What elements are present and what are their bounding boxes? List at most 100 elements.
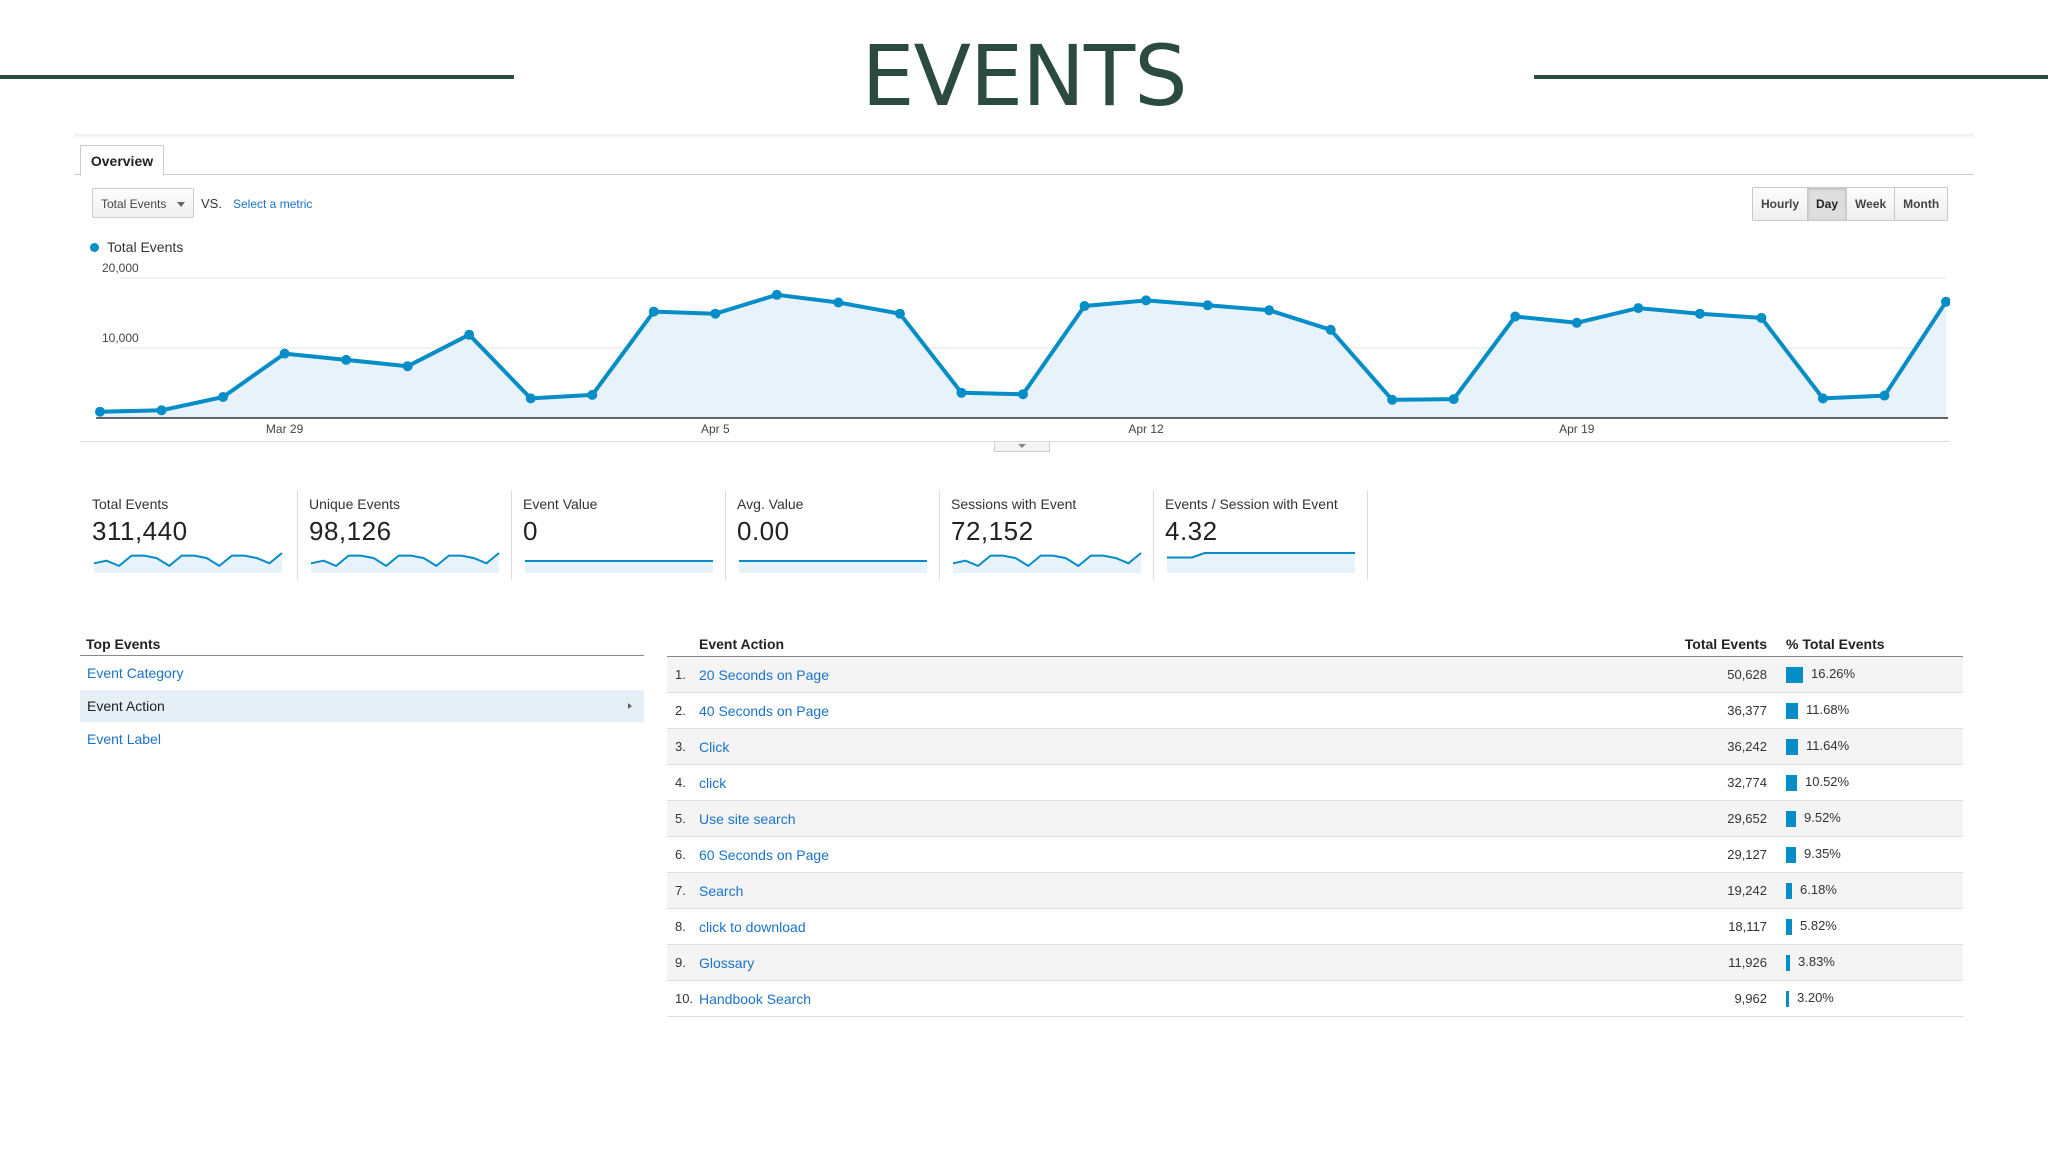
row-pct-total-events: 3.20% — [1797, 990, 1834, 1005]
tab-divider — [74, 174, 1974, 175]
event-action-link[interactable]: Click — [699, 739, 730, 755]
metric-dropdown[interactable]: Total Events — [92, 188, 194, 218]
chevron-down-icon — [177, 202, 185, 207]
data-point — [1387, 394, 1398, 405]
scorecard-label: Total Events — [92, 496, 169, 512]
data-point — [156, 405, 167, 416]
row-rank: 1. — [675, 667, 686, 682]
sparkline — [952, 552, 1142, 573]
row-pct-total-events: 9.35% — [1804, 846, 1841, 861]
col-header-event-action[interactable]: Event Action — [699, 636, 785, 652]
scorecard-value: 0.00 — [737, 516, 790, 546]
sparkline — [525, 560, 713, 573]
vs-label: VS. — [201, 196, 222, 211]
data-point — [218, 392, 229, 402]
y-tick-label: 10,000 — [102, 331, 139, 345]
data-point — [1571, 317, 1582, 328]
top-events-header: Top Events — [80, 636, 644, 656]
row-rank: 7. — [675, 883, 686, 898]
pct-bar — [1786, 955, 1790, 971]
tab-overview[interactable]: Overview — [80, 145, 164, 176]
row-total-events: 9,962 — [1734, 991, 1767, 1006]
row-total-events: 32,774 — [1727, 775, 1767, 790]
data-point — [710, 308, 721, 319]
pct-bar — [1786, 991, 1789, 1007]
scorecard-label: Unique Events — [309, 496, 401, 512]
data-point — [1202, 300, 1213, 311]
event-action-link[interactable]: Glossary — [699, 955, 755, 971]
chart-legend: Total Events — [90, 239, 183, 255]
granularity-hourly-button[interactable]: Hourly — [1753, 188, 1809, 220]
granularity-day-button[interactable]: Day — [1808, 188, 1848, 220]
event-action-link[interactable]: 40 Seconds on Page — [699, 703, 829, 719]
row-pct-total-events: 6.18% — [1800, 882, 1837, 897]
scorecard-value: 311,440 — [92, 516, 188, 546]
granularity-month-button[interactable]: Month — [1895, 188, 1948, 220]
granularity-week-button[interactable]: Week — [1847, 188, 1896, 220]
event-action-link[interactable]: Search — [699, 883, 744, 899]
chart-resize-handle[interactable] — [994, 442, 1050, 452]
row-total-events: 19,242 — [1727, 883, 1767, 898]
data-point — [1941, 296, 1950, 307]
sparkline-line — [1167, 552, 1355, 559]
table-row: 9. Glossary 11,926 3.83% — [667, 945, 1963, 981]
row-total-events: 36,242 — [1727, 739, 1767, 754]
sparkline-area — [739, 561, 927, 573]
data-point — [587, 389, 598, 400]
total-events-line-chart: 20,000 10,000 Mar 29 Apr 5 Apr 12 Apr 19 — [95, 262, 1950, 436]
row-total-events: 36,377 — [1727, 703, 1767, 718]
event-action-link[interactable]: Handbook Search — [699, 991, 812, 1007]
data-point — [1817, 393, 1828, 404]
table-row: 6. 60 Seconds on Page 29,127 9.35% — [667, 837, 1963, 873]
table-row: 7. Search 19,242 6.18% — [667, 873, 1963, 909]
data-point — [833, 297, 844, 308]
col-header-pct-total-events[interactable]: % Total Events — [1786, 636, 1885, 652]
event-action-link[interactable]: Use site search — [699, 811, 796, 827]
top-events-item-event-label[interactable]: Event Label — [80, 723, 644, 755]
sparkline-line — [952, 552, 1142, 568]
event-action-link[interactable]: 60 Seconds on Page — [699, 847, 829, 863]
scorecard-value: 4.32 — [1165, 516, 1218, 546]
scorecard-label: Event Value — [523, 496, 598, 512]
scorecard: Total Events 311,440 — [84, 490, 298, 580]
legend-label: Total Events — [107, 239, 184, 255]
pct-bar — [1786, 667, 1803, 683]
sparkline-area — [311, 553, 499, 573]
granularity-buttons: Hourly Day Week Month — [1752, 187, 1949, 221]
sparkline — [93, 552, 283, 573]
data-point — [648, 306, 659, 317]
row-rank: 9. — [675, 955, 686, 970]
scorecard-value: 98,126 — [309, 516, 392, 546]
row-pct-total-events: 11.68% — [1806, 702, 1850, 717]
col-header-total-events[interactable]: Total Events — [1684, 636, 1767, 652]
scorecard-value: 72,152 — [951, 516, 1034, 546]
row-pct-total-events: 3.83% — [1798, 954, 1835, 969]
event-action-link[interactable]: click to download — [699, 919, 806, 935]
legend-dot-icon — [90, 242, 99, 252]
series-area — [100, 294, 1946, 418]
data-point — [341, 354, 352, 365]
scorecard: Event Value 0 — [512, 490, 726, 580]
data-point — [1079, 301, 1090, 311]
top-events-item-event-category[interactable]: Event Category — [80, 657, 644, 689]
row-pct-total-events: 9.52% — [1804, 810, 1841, 825]
event-action-link[interactable]: click — [699, 775, 727, 791]
row-pct-total-events: 5.82% — [1800, 918, 1837, 933]
table-row: 10. Handbook Search 9,962 3.20% — [667, 981, 1963, 1017]
data-point — [1018, 389, 1028, 400]
row-rank: 6. — [675, 847, 686, 862]
top-events-item-label: Event Category — [87, 665, 184, 681]
scorecard-label: Sessions with Event — [951, 496, 1077, 512]
data-point — [1694, 308, 1705, 319]
data-point — [1325, 324, 1336, 335]
data-point — [279, 348, 290, 359]
scorecard: Unique Events 98,126 — [298, 490, 512, 580]
table-row: 3. Click 36,242 11.64% — [667, 729, 1963, 765]
top-events-item-event-action[interactable]: Event Action — [80, 690, 644, 722]
row-pct-total-events: 10.52% — [1805, 774, 1850, 789]
sparkline-area — [525, 561, 713, 573]
select-metric-link[interactable]: Select a metric — [233, 197, 313, 211]
event-action-link[interactable]: 20 Seconds on Page — [699, 667, 829, 683]
data-point — [1756, 312, 1767, 323]
row-pct-total-events: 11.64% — [1806, 738, 1850, 753]
